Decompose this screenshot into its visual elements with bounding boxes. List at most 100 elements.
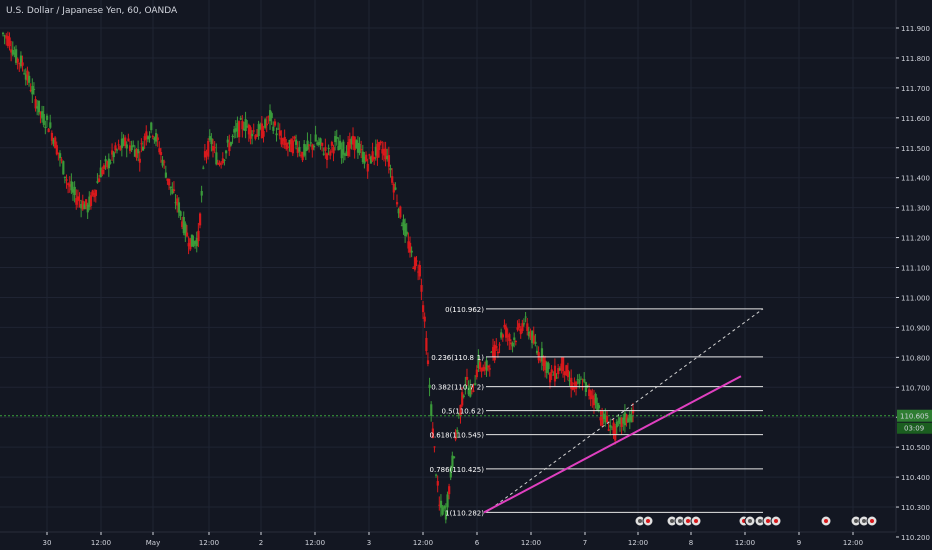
time-tick-label: 30 (43, 539, 52, 547)
candle-body (212, 146, 215, 151)
candle-body (174, 202, 177, 204)
candle-body (355, 140, 358, 149)
candle-body (609, 424, 612, 428)
price-tick-label: 111.000 (901, 294, 930, 302)
fib-level-label: 0.618(110.545) (430, 432, 485, 440)
candle-body (601, 410, 604, 426)
candle-body (127, 138, 130, 142)
candle-body (604, 415, 607, 423)
candle-body (426, 360, 430, 365)
candle-body (452, 456, 456, 459)
candle-body (588, 389, 591, 397)
candle-body (106, 161, 109, 168)
candle-body (114, 145, 117, 151)
candle-body (124, 137, 127, 147)
price-tick-label: 110.300 (901, 504, 930, 512)
candle-body (161, 159, 164, 166)
fib-level-label: 1(110.282) (445, 509, 484, 517)
candle-body (495, 346, 498, 349)
candle-body (32, 88, 36, 90)
candle-body (627, 418, 630, 423)
candle-body (65, 179, 68, 181)
candle-body (358, 143, 361, 153)
trendlines[interactable] (483, 308, 764, 514)
candle-body (278, 130, 281, 136)
candle-body (576, 379, 579, 381)
candle-body (104, 159, 107, 162)
candle-body (586, 385, 589, 387)
time-tick-label: 12:00 (521, 539, 541, 547)
candle-body (612, 422, 615, 435)
candle-body (443, 505, 446, 509)
event-markers[interactable] (634, 515, 878, 527)
candle-body (511, 342, 514, 347)
candle-body (479, 362, 482, 370)
candle-body (387, 155, 391, 167)
candle-body (496, 351, 500, 354)
candle-body (264, 119, 267, 128)
candle-body (428, 384, 431, 388)
candle-body (57, 152, 60, 154)
candle-body (15, 49, 18, 63)
candle-body (395, 202, 399, 205)
fibonacci-retracement[interactable]: 0(110.962) 0.236(110.8 1) 0.382(110.7 2) 0.… (430, 306, 763, 518)
candle-body (156, 137, 159, 141)
candle-body (464, 385, 467, 387)
candle-body (210, 138, 213, 145)
candle-body (13, 52, 16, 55)
candle-body (93, 192, 96, 198)
economic-event-dot-icon (774, 519, 778, 523)
candle-body (317, 141, 321, 146)
candle-body (425, 337, 428, 352)
candle-body (583, 379, 586, 382)
candle-body (329, 151, 332, 156)
candle-body (101, 169, 104, 175)
candle-body (550, 369, 553, 373)
candle-body (286, 146, 290, 148)
fib-level-label: 0.382(110.7 2) (431, 384, 484, 392)
candle-body (247, 124, 251, 135)
candle-body (179, 211, 182, 216)
economic-event-dot-icon (678, 519, 682, 523)
time-axis[interactable]: 30 12:00 May 12:00 2 12:00 3 12:00 6 12:00 7 12:00 8… (0, 531, 896, 550)
price-tick-label: 111.400 (901, 175, 930, 183)
economic-event-dot-icon (638, 519, 642, 523)
candle-body (578, 379, 581, 384)
candle-body (159, 152, 163, 155)
candle-body (26, 70, 29, 81)
candle-body (477, 355, 480, 368)
candle-body (516, 327, 519, 330)
economic-event-dot-icon (748, 519, 752, 523)
price-tick-label: 111.900 (901, 25, 930, 33)
candle-body (18, 63, 21, 65)
candle-body (553, 365, 557, 382)
candle-body (518, 323, 521, 328)
candle-body (301, 151, 304, 161)
candle-body (251, 133, 254, 137)
price-axis[interactable]: 111.900 111.800 111.700 111.600 111.500 111.4… (895, 0, 932, 550)
candle-body (451, 455, 454, 468)
candle-body (98, 178, 101, 182)
candle-body (54, 137, 57, 149)
candle-body (617, 420, 620, 423)
candle-body (330, 142, 334, 146)
candle-body (570, 377, 573, 389)
current-price-label: 110.605 (900, 413, 929, 421)
candle-body (579, 378, 583, 380)
candle-body (614, 426, 617, 441)
candle-body (132, 144, 135, 147)
candle-body (371, 151, 374, 161)
candle-body (399, 206, 402, 218)
candle-body (566, 369, 570, 378)
candle-body (500, 332, 503, 338)
support-trendline[interactable] (483, 375, 742, 514)
candle-body (155, 133, 158, 142)
candle-body (605, 416, 609, 423)
candle-body (6, 36, 10, 47)
candle-body (381, 149, 384, 154)
candle-body (420, 285, 423, 292)
candle-body (379, 141, 382, 144)
candle-body (475, 369, 478, 378)
